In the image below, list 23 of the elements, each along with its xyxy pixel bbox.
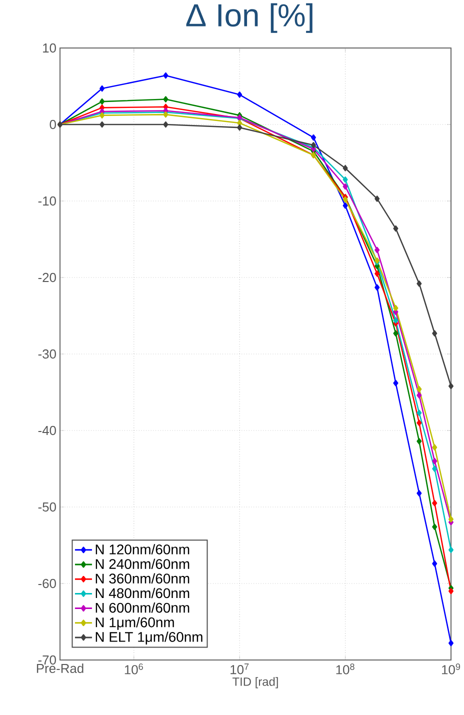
legend-label: N 240nm/60nm <box>96 558 189 569</box>
legend-label: N ELT 1μm/60nm <box>96 632 202 644</box>
y-tick-label: 0 <box>50 120 56 130</box>
y-tick-label: -70 <box>38 655 56 665</box>
legend-label: N 1μm/60nm <box>96 617 174 630</box>
legend-label: N 360nm/60nm <box>96 573 189 584</box>
x-tick-label: 10$^{6}$ <box>124 664 143 674</box>
chart-title: Δ Ion [%] <box>186 3 312 33</box>
y-tick-label: -60 <box>38 578 56 588</box>
y-tick-label: -30 <box>38 349 56 359</box>
legend-label: N 480nm/60nm <box>96 588 189 598</box>
x-tick-label: 10$^{8}$ <box>336 664 354 674</box>
y-tick-label: -20 <box>38 272 56 282</box>
x-axis-title: TID [rad] <box>232 677 278 688</box>
y-tick-label: 10 <box>42 43 56 53</box>
x-tick-label: Pre-Rad <box>36 664 84 674</box>
legend-label: N 600nm/60nm <box>96 602 189 613</box>
legend-label: N 120nm/60nm <box>96 544 189 554</box>
y-tick-label: -10 <box>38 196 56 206</box>
x-tick-label: 10$^{7}$ <box>230 664 248 674</box>
x-tick-label: 10$^{9}$ <box>442 664 460 674</box>
y-tick-label: -40 <box>38 426 56 436</box>
y-tick-label: -50 <box>38 502 56 512</box>
